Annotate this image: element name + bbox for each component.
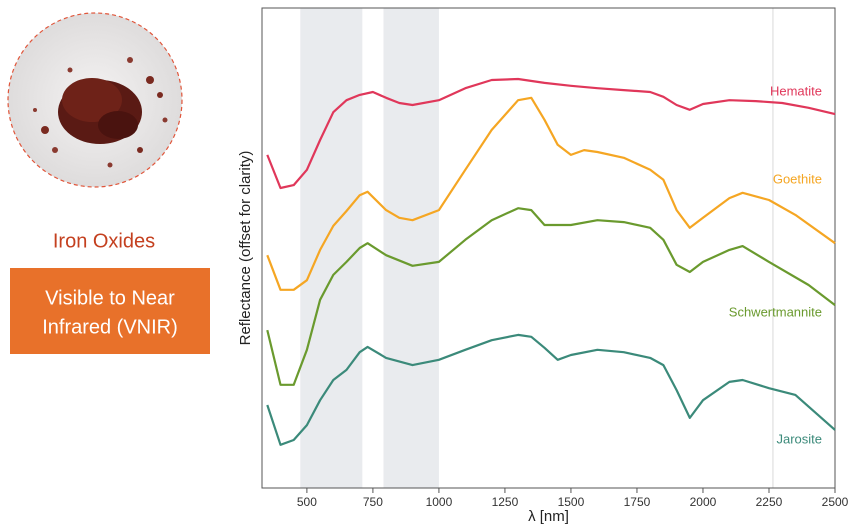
series-label: Schwertmannite xyxy=(729,304,822,319)
x-tick-label: 1500 xyxy=(558,495,585,509)
x-tick-label: 2000 xyxy=(690,495,717,509)
sample-photo xyxy=(7,12,183,188)
x-tick-label: 2500 xyxy=(822,495,849,509)
x-tick-label: 500 xyxy=(297,495,317,509)
x-tick-label: 1250 xyxy=(492,495,519,509)
series-line xyxy=(266,333,836,446)
x-tick-label: 750 xyxy=(363,495,383,509)
series-label: Hematite xyxy=(770,83,822,98)
x-axis-label: λ [nm] xyxy=(528,508,569,525)
series-line xyxy=(266,96,836,291)
series-label: Jarosite xyxy=(776,431,822,446)
y-axis-label: Reflectance (offset for clarity) xyxy=(237,151,254,346)
panel-title: Iron Oxides xyxy=(53,230,155,252)
x-tick-label: 1750 xyxy=(624,495,651,509)
x-tick-label: 2250 xyxy=(756,495,783,509)
series-line xyxy=(266,207,836,386)
x-tick-label: 1000 xyxy=(426,495,453,509)
series-line xyxy=(266,77,836,190)
badge-line: Visible to Near xyxy=(45,287,175,309)
plot-frame xyxy=(261,7,836,489)
series-label: Goethite xyxy=(773,171,822,186)
badge-line: Infrared (VNIR) xyxy=(42,316,178,338)
shaded-region xyxy=(300,8,363,488)
shaded-region xyxy=(383,8,439,488)
badge xyxy=(10,268,210,354)
chart: 500 750 1000 1250 1500 1750 2000 2250 2500 λ [nm]… xyxy=(237,7,849,525)
